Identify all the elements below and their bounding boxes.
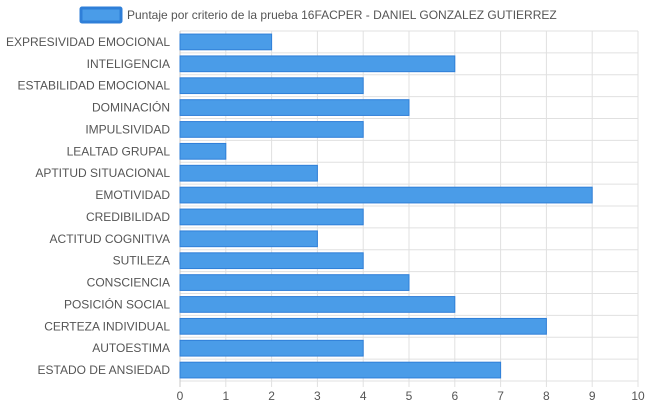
legend-swatch — [79, 6, 123, 24]
category-label: ESTABILIDAD EMOCIONAL — [18, 79, 171, 93]
x-tick-label: 3 — [314, 389, 321, 403]
x-tick-label: 8 — [543, 389, 550, 403]
bar[interactable] — [179, 33, 273, 51]
x-tick-label: 2 — [268, 389, 275, 403]
category-label: SUTILEZA — [113, 254, 170, 268]
bar[interactable] — [179, 121, 364, 138]
x-tick-label: 9 — [589, 389, 596, 403]
bar[interactable] — [179, 164, 318, 182]
bar[interactable] — [179, 77, 364, 95]
category-label: AUTOESTIMA — [92, 341, 170, 355]
x-tick-label: 10 — [631, 389, 645, 403]
bar[interactable] — [179, 142, 227, 160]
category-label: EMOTIVIDAD — [95, 188, 170, 202]
bar[interactable] — [179, 317, 547, 335]
category-label: DOMINACIÓN — [92, 100, 170, 115]
category-label: APTITUD SITUACIONAL — [35, 166, 170, 180]
chart-legend[interactable]: Puntaje por criterio de la prueba 16FACP… — [79, 6, 557, 24]
category-label: ESTADO DE ANSIEDAD — [38, 363, 171, 377]
category-labels: EXPRESIVIDAD EMOCIONAL INTELIGENCIA ESTABI… — [6, 35, 170, 377]
category-label: INTELIGENCIA — [87, 57, 170, 71]
legend-label: Puntaje por criterio de la prueba 16FACP… — [127, 8, 557, 22]
x-tick-label: 7 — [497, 389, 504, 403]
category-label: CERTEZA INDIVIDUAL — [44, 319, 170, 333]
bar[interactable] — [179, 55, 456, 73]
category-label: CREDIBILIDAD — [86, 210, 170, 224]
bar[interactable] — [179, 186, 593, 204]
x-tick-label: 5 — [406, 389, 413, 403]
bar[interactable] — [179, 230, 318, 248]
bar[interactable] — [179, 296, 456, 313]
bar[interactable] — [179, 252, 364, 270]
x-tick-label: 0 — [177, 389, 184, 403]
category-label: LEALTAD GRUPAL — [67, 144, 171, 158]
bars — [179, 33, 593, 379]
x-tick-label: 1 — [222, 389, 229, 403]
bar[interactable] — [179, 99, 410, 116]
x-tick-label: 4 — [360, 389, 367, 403]
x-axis-ticks: 0 1 2 3 4 5 6 7 8 9 10 — [177, 389, 645, 403]
x-tick-label: 6 — [451, 389, 458, 403]
bar[interactable] — [179, 208, 364, 226]
bar[interactable] — [179, 274, 410, 291]
category-label: POSICIÓN SOCIAL — [64, 296, 170, 311]
category-label: EXPRESIVIDAD EMOCIONAL — [6, 35, 170, 49]
bar[interactable] — [179, 361, 502, 379]
category-label: ACTITUD COGNITIVA — [50, 232, 170, 246]
bar[interactable] — [179, 339, 364, 357]
category-label: IMPULSIVIDAD — [85, 122, 170, 136]
category-label: CONSCIENCIA — [87, 276, 170, 290]
